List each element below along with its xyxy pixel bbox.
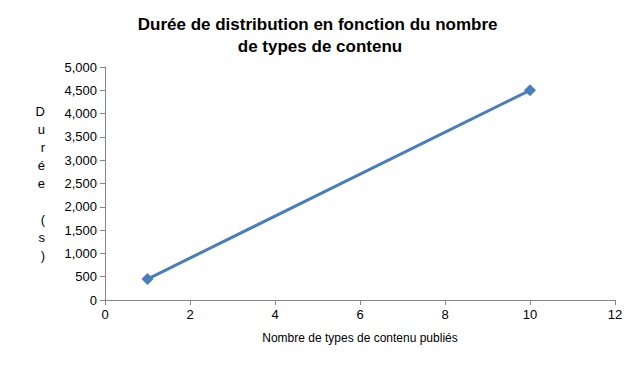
svg-text:2,500: 2,500 (64, 176, 97, 191)
svg-text:s: s (39, 230, 46, 245)
svg-text:8: 8 (441, 307, 448, 322)
svg-text:1,500: 1,500 (64, 223, 97, 238)
svg-text:2: 2 (186, 307, 193, 322)
svg-text:de types de contenu: de types de contenu (238, 37, 402, 56)
svg-text:12: 12 (608, 307, 622, 322)
svg-text:10: 10 (523, 307, 537, 322)
svg-text:4: 4 (271, 307, 278, 322)
svg-text:4,000: 4,000 (64, 106, 97, 121)
svg-text:5,000: 5,000 (64, 60, 97, 75)
svg-text:4,500: 4,500 (64, 83, 97, 98)
svg-text:D: D (36, 104, 45, 119)
svg-text:0: 0 (101, 307, 108, 322)
svg-text:Durée de distribution en fonct: Durée de distribution en fonction du nom… (138, 15, 503, 34)
svg-text:3,000: 3,000 (64, 153, 97, 168)
svg-text:e: e (38, 176, 45, 191)
svg-text:6: 6 (356, 307, 363, 322)
svg-text:500: 500 (75, 269, 97, 284)
svg-text:0: 0 (90, 293, 97, 308)
svg-text:1,000: 1,000 (64, 246, 97, 261)
svg-text:Nombre de types de contenu pub: Nombre de types de contenu publiés (262, 331, 457, 345)
svg-text:2,000: 2,000 (64, 199, 97, 214)
svg-text:(: ( (41, 212, 46, 227)
svg-text:r: r (41, 140, 46, 155)
svg-text:u: u (38, 122, 45, 137)
svg-text:é: é (38, 158, 45, 173)
svg-text:3,500: 3,500 (64, 129, 97, 144)
svg-text:): ) (41, 248, 45, 263)
